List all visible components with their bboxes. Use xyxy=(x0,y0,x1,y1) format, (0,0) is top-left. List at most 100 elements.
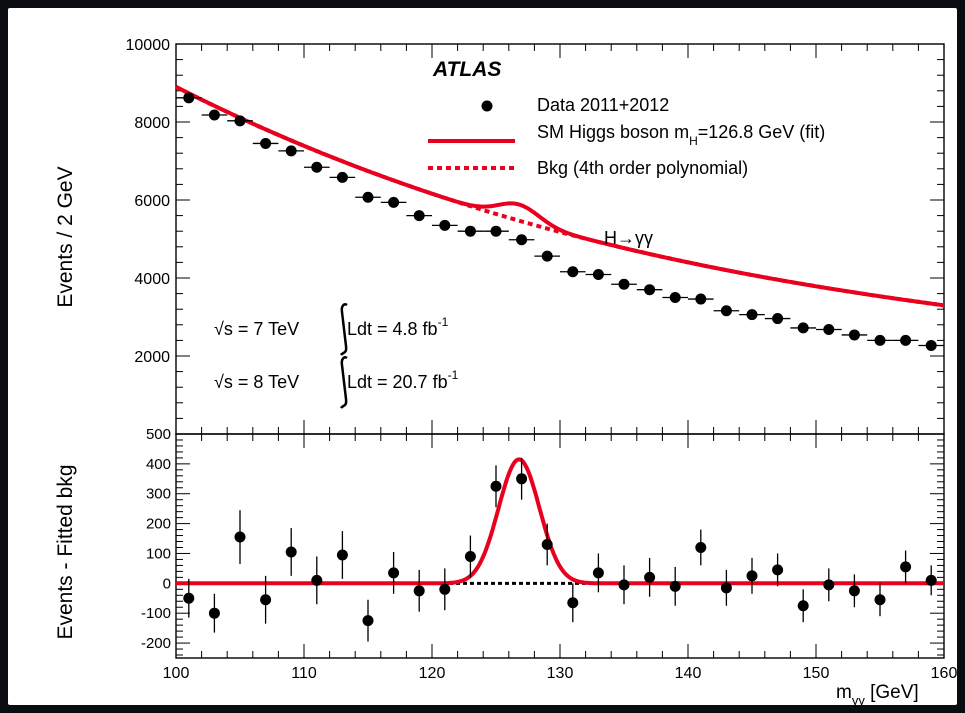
top-data-point xyxy=(823,323,835,335)
legend-signal-label: SM Higgs boson mH=126.8 GeV (fit) xyxy=(537,122,825,148)
top-data-point xyxy=(720,305,732,317)
top-data-point xyxy=(848,329,860,341)
top-data-point xyxy=(336,171,348,183)
bottom-data-point xyxy=(797,600,809,612)
top-data-points xyxy=(176,92,944,351)
top-data-point xyxy=(413,210,425,222)
bottom-y-tick-label: 100 xyxy=(146,545,171,562)
top-data-point xyxy=(490,225,502,237)
top-data-point xyxy=(234,115,246,127)
legend-data-marker xyxy=(481,100,493,112)
x-tick-label: 100 xyxy=(163,665,190,682)
bottom-y-axis-label: Events - Fitted bkg xyxy=(54,464,77,639)
sqrt-s-7-label: √s = 7 TeV xyxy=(214,319,299,339)
bottom-y-tick-label: 200 xyxy=(146,516,171,533)
bottom-data-point xyxy=(234,531,246,543)
bottom-y-tick-labels: -200 -100 0 100 200 300 400 500 xyxy=(141,426,171,652)
x-tick-label: 130 xyxy=(547,665,574,682)
top-data-point xyxy=(874,334,886,346)
bottom-data-point xyxy=(362,615,374,627)
ldt-207-label: Ldt = 20.7 fb-1 xyxy=(347,368,459,392)
signal-fit-curve xyxy=(176,457,944,586)
top-data-point xyxy=(208,109,220,121)
integral-sign-2 xyxy=(339,356,348,409)
bottom-data-points xyxy=(183,457,937,642)
bottom-data-point xyxy=(772,564,784,576)
signal-plus-background-fit-curve xyxy=(175,85,945,308)
top-data-point xyxy=(439,219,451,231)
x-tick-label: 140 xyxy=(675,665,702,682)
x-tick-label: 150 xyxy=(803,665,830,682)
bottom-data-point xyxy=(874,594,886,606)
top-y-axis-label: Events / 2 GeV xyxy=(54,166,77,307)
bottom-data-point xyxy=(413,585,425,597)
x-axis-label: mγγ [GeV] xyxy=(836,682,919,708)
top-y-tick-label: 6000 xyxy=(134,193,170,210)
top-y-tick-label: 2000 xyxy=(134,349,170,366)
top-data-point xyxy=(285,145,297,157)
top-y-tick-labels: 2000 4000 6000 8000 10000 xyxy=(126,37,171,366)
bottom-data-point xyxy=(388,567,400,579)
legend-data-label: Data 2011+2012 xyxy=(537,95,669,115)
top-data-point xyxy=(797,322,809,334)
top-y-tick-label: 4000 xyxy=(134,271,170,288)
top-y-tick-label: 8000 xyxy=(134,115,170,132)
x-tick-label: 160 xyxy=(931,665,958,682)
bottom-data-point xyxy=(644,571,656,583)
bottom-data-point xyxy=(746,570,758,582)
sqrt-s-8-label: √s = 8 TeV xyxy=(214,372,299,392)
top-y-tick-label: 10000 xyxy=(126,37,171,54)
top-data-point xyxy=(669,292,681,303)
top-data-point xyxy=(900,334,912,346)
top-data-point xyxy=(388,196,400,208)
luminosity-labels: √s = 7 TeV Ldt = 4.8 fb-1 √s = 8 TeV Ldt… xyxy=(214,303,459,409)
top-data-point xyxy=(644,284,656,296)
bottom-y-tick-label: 0 xyxy=(163,575,171,592)
top-panel: 2000 4000 6000 8000 10000 Events / 2 GeV ATL… xyxy=(54,37,945,435)
bottom-data-point xyxy=(541,539,553,551)
bottom-data-point xyxy=(311,574,323,586)
top-data-point xyxy=(746,309,758,321)
bottom-data-point xyxy=(669,580,681,592)
bottom-data-point xyxy=(464,550,476,562)
bottom-data-point xyxy=(285,546,297,558)
top-data-point xyxy=(516,234,528,246)
legend-bkg-label: Bkg (4th order polynomial) xyxy=(537,158,748,178)
top-axis-ticks xyxy=(175,43,945,435)
top-data-point xyxy=(311,161,323,173)
bottom-data-point xyxy=(516,473,528,485)
top-data-point xyxy=(541,250,553,262)
top-data-point xyxy=(362,191,374,203)
channel-label: H→γγ xyxy=(604,228,653,248)
top-data-point xyxy=(464,225,476,237)
bottom-data-point xyxy=(183,592,195,604)
bottom-data-point xyxy=(695,541,707,553)
top-data-point xyxy=(260,137,272,149)
bottom-data-point xyxy=(592,567,604,579)
x-tick-labels: 100 110 120 130 140 150 160 xyxy=(163,665,958,682)
integral-sign-1 xyxy=(339,303,348,356)
bottom-data-point xyxy=(260,594,272,606)
figure-background xyxy=(8,8,957,705)
top-data-point xyxy=(925,339,937,351)
bottom-data-point xyxy=(439,583,451,595)
legend: Data 2011+2012 SM Higgs boson mH=126.8 G… xyxy=(428,95,825,178)
bottom-data-point xyxy=(208,607,220,619)
x-tick-label: 110 xyxy=(291,665,317,682)
ldt-48-label: Ldt = 4.8 fb-1 xyxy=(347,315,449,339)
bottom-data-point xyxy=(925,574,937,586)
bottom-y-tick-label: 300 xyxy=(146,486,171,503)
bottom-data-point xyxy=(823,579,835,591)
bottom-panel: -200 -100 0 100 200 300 400 500 100 110 120 130 140… xyxy=(54,426,957,708)
bottom-y-tick-label: -200 xyxy=(141,635,171,652)
bottom-y-tick-label: 400 xyxy=(146,456,171,473)
bottom-data-point xyxy=(618,579,630,591)
bottom-data-point xyxy=(490,480,502,492)
bottom-y-tick-label: 500 xyxy=(146,426,171,443)
experiment-label: ATLAS xyxy=(432,58,501,81)
top-data-point xyxy=(695,293,707,305)
top-data-point xyxy=(618,278,630,290)
top-data-point xyxy=(592,268,604,280)
x-tick-label: 120 xyxy=(419,665,446,682)
